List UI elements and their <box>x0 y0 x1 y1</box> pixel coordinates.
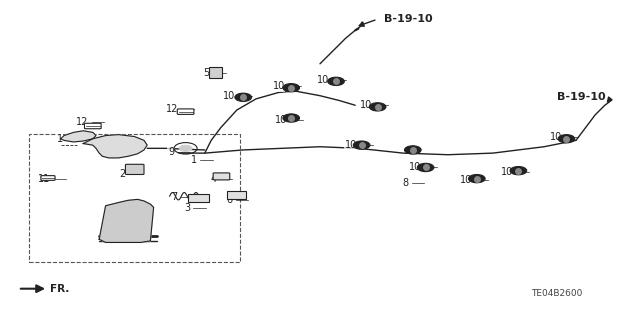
Text: 12: 12 <box>76 117 88 127</box>
FancyBboxPatch shape <box>209 67 222 78</box>
Text: 10: 10 <box>275 115 287 125</box>
Circle shape <box>510 167 527 175</box>
FancyBboxPatch shape <box>177 109 194 115</box>
Text: B-19-10: B-19-10 <box>557 92 605 102</box>
Circle shape <box>179 145 192 152</box>
Circle shape <box>235 93 252 101</box>
Polygon shape <box>99 199 154 242</box>
Text: 7: 7 <box>172 192 178 202</box>
Text: 1: 1 <box>191 155 197 165</box>
Text: 10: 10 <box>360 100 372 110</box>
Circle shape <box>404 146 421 154</box>
Circle shape <box>328 77 344 85</box>
Text: B-19-10: B-19-10 <box>384 14 433 24</box>
Text: 10: 10 <box>501 167 513 177</box>
Text: 3: 3 <box>184 203 190 213</box>
Text: 10: 10 <box>550 132 562 142</box>
Circle shape <box>558 135 575 143</box>
Text: 6: 6 <box>226 195 232 205</box>
FancyBboxPatch shape <box>84 123 101 129</box>
Text: 5: 5 <box>204 68 210 78</box>
Text: 11: 11 <box>38 174 50 184</box>
Text: 2: 2 <box>119 169 125 179</box>
Polygon shape <box>61 131 96 142</box>
Circle shape <box>283 84 300 92</box>
Circle shape <box>369 103 386 111</box>
Text: 4: 4 <box>210 174 216 184</box>
Circle shape <box>417 163 434 172</box>
FancyBboxPatch shape <box>41 176 55 180</box>
Text: FR.: FR. <box>50 284 69 294</box>
Text: 10: 10 <box>317 75 330 85</box>
Circle shape <box>283 114 300 122</box>
Text: 1: 1 <box>56 134 63 144</box>
Text: 10: 10 <box>223 91 236 101</box>
Text: 10: 10 <box>345 140 357 150</box>
Circle shape <box>353 141 370 149</box>
FancyBboxPatch shape <box>125 164 144 174</box>
FancyBboxPatch shape <box>213 173 230 180</box>
Text: 10: 10 <box>409 162 421 173</box>
FancyBboxPatch shape <box>188 194 209 202</box>
Text: TE04B2600: TE04B2600 <box>531 289 582 298</box>
Text: 12: 12 <box>166 104 178 114</box>
Circle shape <box>468 174 485 183</box>
Text: 10: 10 <box>460 175 472 185</box>
FancyBboxPatch shape <box>227 191 246 199</box>
Text: 8: 8 <box>402 178 408 189</box>
Polygon shape <box>83 135 147 158</box>
Text: 10: 10 <box>273 81 285 91</box>
Text: 9: 9 <box>168 146 174 157</box>
